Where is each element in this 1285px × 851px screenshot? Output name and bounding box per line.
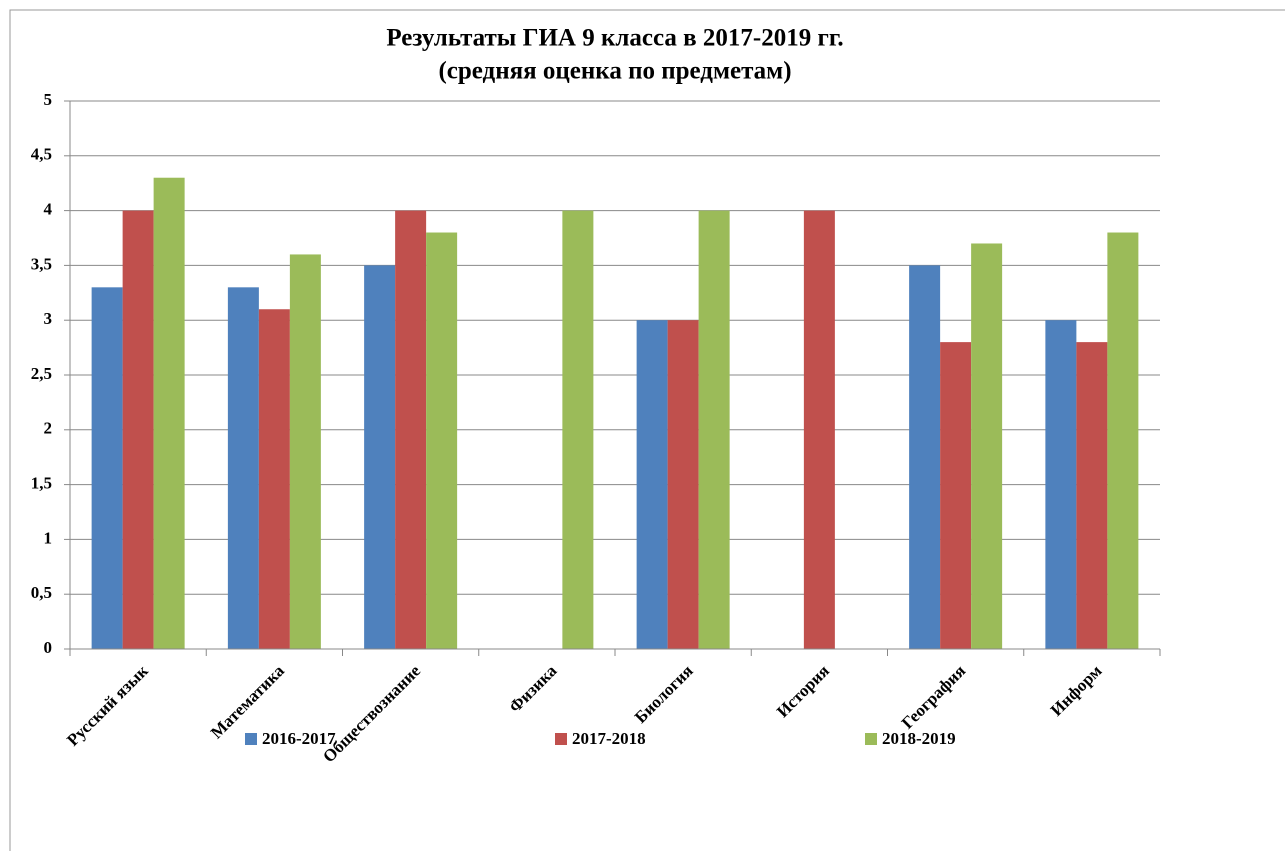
- bar: [636, 320, 668, 649]
- y-tick-label: 0: [44, 638, 53, 657]
- legend-swatch: [245, 733, 257, 745]
- bar: [426, 232, 458, 649]
- bar: [153, 177, 185, 649]
- y-tick-label: 1,5: [31, 474, 52, 493]
- bar: [395, 210, 427, 649]
- y-tick-label: 2: [44, 419, 53, 438]
- y-tick-label: 2,5: [31, 364, 52, 383]
- y-tick-label: 4,5: [31, 145, 52, 164]
- bar: [940, 342, 972, 649]
- bar: [122, 210, 154, 649]
- bar: [1107, 232, 1139, 649]
- bar: [1045, 320, 1077, 649]
- chart-title: Результаты ГИА 9 класса в 2017-2019 гг.: [386, 25, 843, 52]
- bar: [289, 254, 321, 649]
- y-tick-label: 1: [44, 528, 53, 547]
- bar: [667, 320, 699, 649]
- y-tick-label: 4: [44, 200, 53, 219]
- bar: [91, 287, 123, 649]
- legend-label: 2018-2019: [882, 729, 956, 748]
- bar: [364, 265, 396, 649]
- legend-label: 2016-2017: [262, 729, 336, 748]
- legend-label: 2017-2018: [572, 729, 646, 748]
- bar: [562, 210, 594, 649]
- y-tick-label: 3,5: [31, 254, 52, 273]
- bar: [803, 210, 835, 649]
- chart-subtitle: (средняя оценка по предметам): [438, 58, 791, 85]
- bar: [258, 309, 290, 649]
- bar: [971, 243, 1003, 650]
- bar: [1076, 342, 1108, 649]
- legend-swatch: [865, 733, 877, 745]
- bar: [698, 210, 730, 649]
- y-tick-label: 0,5: [31, 583, 52, 602]
- bar: [227, 287, 259, 649]
- y-tick-label: 5: [44, 90, 53, 109]
- legend-swatch: [555, 733, 567, 745]
- y-tick-label: 3: [44, 309, 53, 328]
- bar: [909, 265, 941, 649]
